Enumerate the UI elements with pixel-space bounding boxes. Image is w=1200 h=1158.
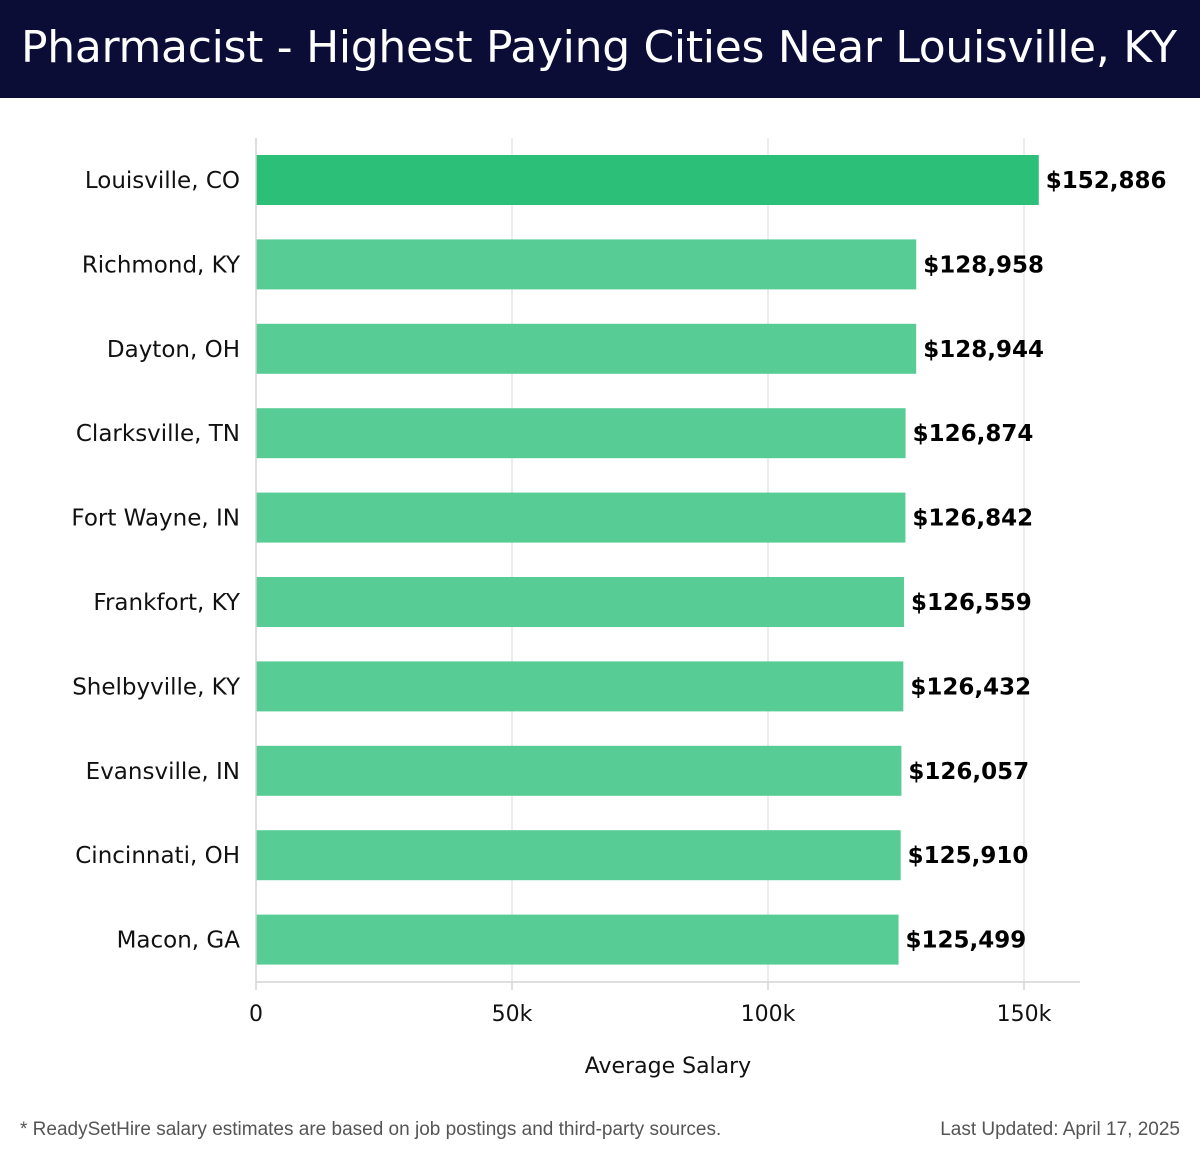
- x-axis-title: Average Salary: [585, 1054, 751, 1079]
- bar: [256, 661, 904, 712]
- x-tick-label: 50k: [492, 1002, 533, 1027]
- bar: [256, 914, 899, 965]
- data-label: $126,559: [911, 590, 1032, 616]
- x-tick-label: 0: [249, 1002, 263, 1027]
- bar: [256, 323, 917, 374]
- bar: [256, 408, 906, 459]
- data-label: $126,874: [913, 421, 1034, 447]
- bar: [256, 492, 906, 543]
- data-label: $128,958: [923, 252, 1044, 278]
- category-label: Fort Wayne, IN: [71, 506, 240, 532]
- category-label: Louisville, CO: [85, 168, 240, 194]
- category-label: Richmond, KY: [82, 252, 241, 278]
- footer-note: * ReadySetHire salary estimates are base…: [20, 1119, 722, 1140]
- chart-title: Pharmacist - Highest Paying Cities Near …: [21, 22, 1177, 73]
- header-banner: Pharmacist - Highest Paying Cities Near …: [0, 0, 1200, 98]
- category-label: Clarksville, TN: [76, 421, 240, 447]
- data-label: $125,910: [908, 843, 1029, 869]
- category-label: Shelbyville, KY: [72, 674, 241, 700]
- category-label: Cincinnati, OH: [75, 843, 240, 869]
- data-label: $128,944: [923, 337, 1044, 363]
- data-label: $126,057: [908, 759, 1029, 785]
- bar: [256, 577, 904, 627]
- data-label: $125,499: [906, 928, 1027, 954]
- data-label: $126,432: [910, 674, 1031, 700]
- last-updated: Last Updated: April 17, 2025: [940, 1119, 1180, 1140]
- data-label: $152,886: [1046, 168, 1167, 194]
- bar: [256, 155, 1039, 205]
- data-label: $126,842: [912, 506, 1033, 532]
- category-label: Evansville, IN: [86, 759, 240, 785]
- category-label: Macon, GA: [117, 928, 241, 954]
- x-tick-label: 100k: [741, 1002, 796, 1027]
- x-tick-label: 150k: [997, 1002, 1052, 1027]
- category-label: Frankfort, KY: [93, 590, 241, 616]
- bar: [256, 830, 901, 881]
- bar: [256, 239, 917, 290]
- category-label: Dayton, OH: [107, 337, 240, 363]
- bar: [256, 745, 902, 796]
